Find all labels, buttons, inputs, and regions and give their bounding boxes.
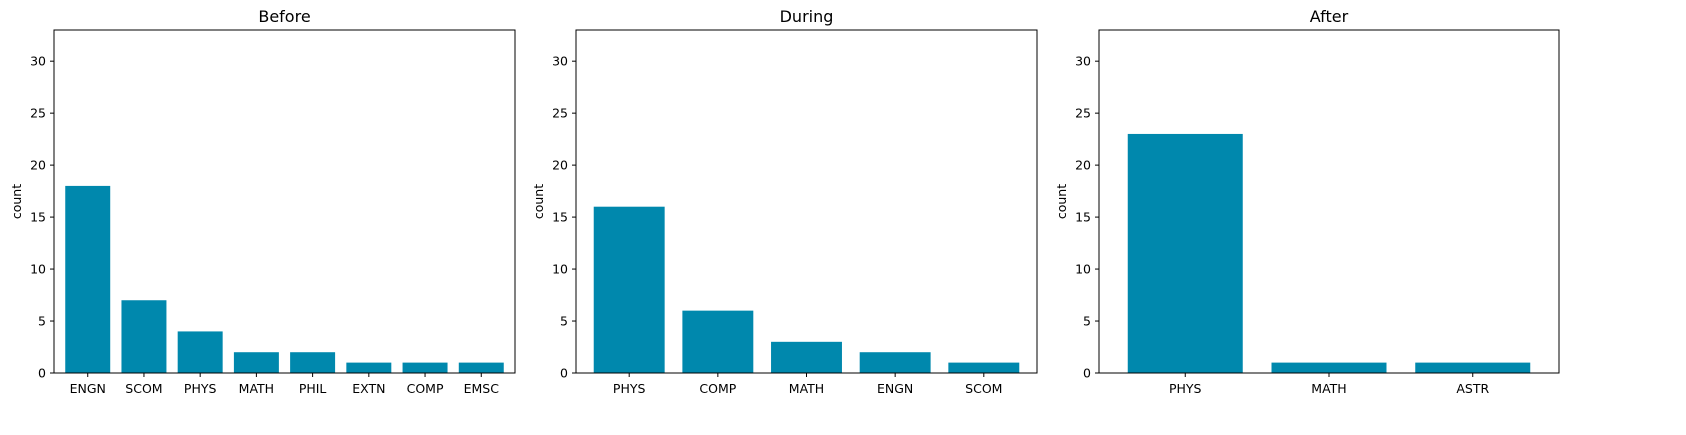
x-tick-label-scom: SCOM	[125, 381, 162, 396]
x-tick-label-math: MATH	[239, 381, 274, 396]
x-tick-label-emsc: EMSC	[464, 381, 500, 396]
y-axis-label: count	[1054, 184, 1069, 219]
y-tick-label: 30	[1075, 54, 1091, 69]
y-tick-label: 25	[1075, 106, 1091, 121]
chart-panel-2: 0 5 10 15 20 25 30 PHYS MATH ASTR After count	[1054, 7, 1560, 396]
bar-comp	[402, 362, 448, 373]
y-axis-label: count	[531, 184, 546, 219]
y-tick-label: 20	[1075, 158, 1091, 173]
y-tick-label: 25	[30, 106, 46, 121]
bar-phys	[177, 331, 223, 373]
y-tick-label: 25	[552, 106, 568, 121]
bar-astr	[1415, 362, 1531, 373]
bar-comp	[682, 310, 754, 373]
bar-engn	[859, 352, 931, 373]
y-tick-label: 15	[30, 210, 46, 225]
y-tick-label: 0	[38, 366, 46, 381]
bar-phys	[593, 206, 665, 373]
bar-emsc	[458, 362, 504, 373]
y-tick-label: 0	[560, 366, 568, 381]
x-tick-label-phys: PHYS	[184, 381, 217, 396]
chart-panel-1: 0 5 10 15 20 25 30 PHYS COMP MATH ENGN SCOM During co…	[531, 7, 1038, 396]
y-tick-label: 10	[552, 262, 568, 277]
x-tick-label-comp: COMP	[407, 381, 444, 396]
y-tick-label: 20	[552, 158, 568, 173]
y-tick-label: 0	[1083, 366, 1091, 381]
y-tick-label: 5	[560, 314, 568, 329]
x-tick-label-phys: PHYS	[1169, 381, 1202, 396]
bar-phil	[290, 352, 336, 373]
bar-engn	[65, 185, 111, 373]
y-axis-label: count	[9, 184, 24, 219]
x-tick-label-math: MATH	[1311, 381, 1346, 396]
chart-title: After	[1310, 7, 1349, 26]
y-tick-label: 30	[30, 54, 46, 69]
y-tick-label: 15	[1075, 210, 1091, 225]
y-tick-label: 30	[552, 54, 568, 69]
y-tick-label: 10	[30, 262, 46, 277]
x-tick-label-comp: COMP	[699, 381, 736, 396]
y-tick-label: 5	[38, 314, 46, 329]
x-tick-label-extn: EXTN	[352, 381, 385, 396]
y-tick-label: 20	[30, 158, 46, 173]
bar-math	[233, 352, 279, 373]
x-tick-label-engn: ENGN	[877, 381, 913, 396]
bar-math	[771, 341, 842, 373]
chart-title: During	[780, 7, 834, 26]
y-tick-label: 5	[1083, 314, 1091, 329]
y-tick-label: 10	[1075, 262, 1091, 277]
x-tick-label-phys: PHYS	[613, 381, 646, 396]
x-tick-label-phil: PHIL	[299, 381, 327, 396]
x-tick-label-engn: ENGN	[70, 381, 106, 396]
x-tick-label-astr: ASTR	[1456, 381, 1489, 396]
bar-math	[1271, 362, 1387, 373]
bar-extn	[346, 362, 392, 373]
bar-scom	[948, 362, 1020, 373]
x-tick-label-scom: SCOM	[965, 381, 1002, 396]
bar-phys	[1127, 133, 1243, 373]
x-tick-label-math: MATH	[789, 381, 824, 396]
chart-panel-0: 0 5 10 15 20 25 30 ENGN SCOM PHYS MATH PHIL EXTN COMP…	[9, 7, 516, 396]
y-tick-label: 15	[552, 210, 568, 225]
chart-title: Before	[258, 7, 310, 26]
bar-scom	[121, 300, 167, 373]
axes-frame	[53, 29, 516, 374]
